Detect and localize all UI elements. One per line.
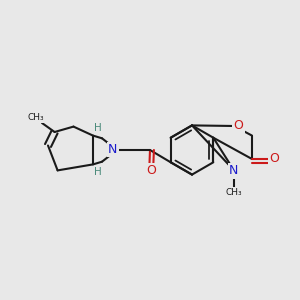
- Text: O: O: [233, 119, 243, 132]
- Text: N: N: [108, 143, 118, 156]
- Text: N: N: [229, 164, 238, 178]
- Text: CH₃: CH₃: [225, 188, 242, 197]
- Text: H: H: [94, 123, 102, 133]
- Text: O: O: [269, 152, 279, 166]
- Text: CH₃: CH₃: [27, 113, 44, 122]
- Text: H: H: [94, 167, 102, 177]
- Text: O: O: [146, 164, 156, 177]
